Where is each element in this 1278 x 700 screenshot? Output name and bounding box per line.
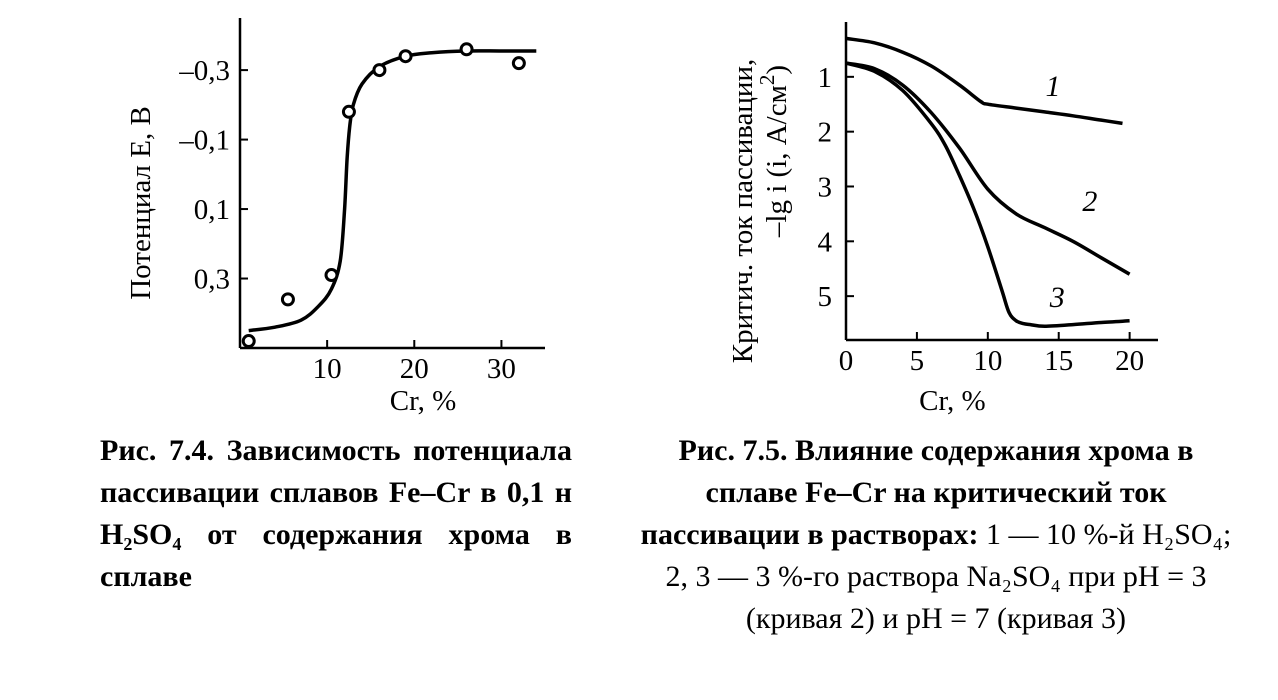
- y-axis-label-main: –lg i (i, А/см: [761, 85, 793, 238]
- figure-7-4-caption: Рис. 7.4. Зависимость потенциала пассива…: [100, 434, 572, 593]
- y-tick-label: 1: [818, 62, 833, 94]
- fit-curve: [248, 49, 537, 333]
- x-tick-label: 15: [1044, 345, 1073, 377]
- y-tick-label: –0,1: [178, 125, 230, 157]
- curve-3: [845, 61, 1130, 329]
- figure-7-5-caption: Рис. 7.5. Влияние содержания хрома в спл…: [636, 430, 1236, 640]
- x-tick-label: 20: [400, 353, 429, 385]
- data-point: [372, 63, 387, 78]
- y-tick-label: 2: [818, 117, 833, 149]
- x-tick-label: 0: [839, 345, 854, 377]
- y-axis-label-superscript: 2: [755, 75, 779, 86]
- y-tick-label: 5: [818, 281, 833, 313]
- chart-potential-vs-cr: 10 20 30 –0,3 –0,1 0,1 0,3 Cr, % Потенциал E, В: [125, 18, 545, 417]
- x-tick-label: 30: [487, 353, 516, 385]
- figures-canvas: 10 20 30–0,3–0,10,10,3Cr, %Потенциал E, В …: [125, 18, 1158, 417]
- x-axis-label: Cr, %: [919, 385, 986, 417]
- x-tick-label: 5: [910, 345, 925, 377]
- y-axis-label: Потенциал E, В: [125, 106, 157, 300]
- figure-7-5-caption-title: Рис. 7.5. Влияние содержания хрома в спл…: [640, 434, 1194, 551]
- x-tick-label: 10: [313, 353, 342, 385]
- data-point: [241, 334, 256, 349]
- x-tick-label: 10: [973, 345, 1002, 377]
- x-tick-label: 20: [1115, 345, 1144, 377]
- data-point: [324, 268, 339, 283]
- y-tick-label: 0,1: [194, 194, 230, 226]
- x-axis-label: Cr, %: [390, 385, 457, 417]
- y-tick-label: 0,3: [194, 264, 230, 296]
- curve-1: [845, 36, 1123, 126]
- y-tick-label: 3: [818, 171, 833, 203]
- data-point: [459, 42, 474, 57]
- curve-2: [845, 61, 1131, 276]
- data-point: [398, 49, 413, 64]
- y-axis-label-line2: –lg i (i, А/см2): [755, 65, 793, 238]
- data-point: [511, 56, 526, 71]
- curve-label-3: 3: [1049, 281, 1065, 314]
- curve-label-2: 2: [1082, 185, 1097, 218]
- y-axis-label-line1: Критич. ток пассивации,: [727, 59, 759, 363]
- data-point: [280, 292, 295, 307]
- y-tick-label: –0,3: [178, 55, 230, 87]
- data-point: [341, 104, 356, 119]
- figure-7-5-caption-legend: 1 — 10 %-й H₂SO₄; 2, 3 — 3 %-го раствора…: [665, 518, 1232, 635]
- y-axis-label-end: ): [761, 65, 793, 75]
- y-tick-label: 4: [818, 226, 833, 258]
- curve-label-1: 1: [1046, 70, 1061, 103]
